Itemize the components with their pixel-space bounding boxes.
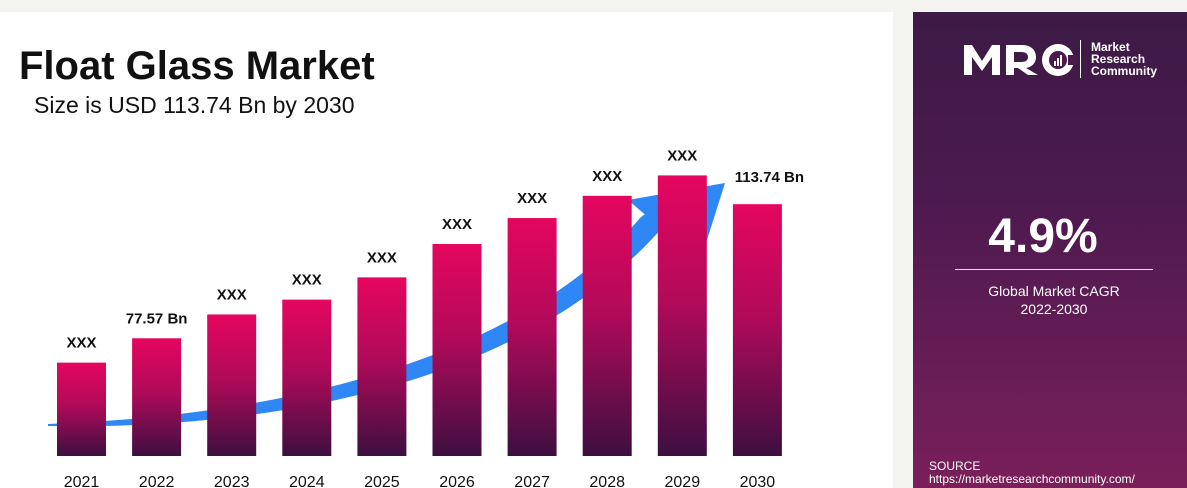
data-label-2026: XXX <box>442 216 472 233</box>
x-tick-2030: 2030 <box>740 474 776 488</box>
source-url[interactable]: https://marketresearchcommunity.com/ <box>929 472 1135 486</box>
cagr-divider <box>955 269 1153 270</box>
info-panel: Market Research Community 4.9% Global Ma… <box>913 12 1187 488</box>
bar-2023 <box>207 314 257 456</box>
chart-title: Float Glass Market <box>19 44 375 88</box>
bar-2027 <box>507 218 557 456</box>
x-tick-2027: 2027 <box>514 474 550 488</box>
data-label-2021: XXX <box>66 335 96 352</box>
data-label-2025: XXX <box>367 249 397 266</box>
data-label-2023: XXX <box>217 286 247 303</box>
x-tick-2022: 2022 <box>139 474 175 488</box>
bar-2030 <box>732 204 782 456</box>
bar-2024 <box>282 299 332 456</box>
x-tick-2028: 2028 <box>589 474 625 488</box>
bar-chart: XXX 2021 77.57 Bn 2022 XXX 2023 XXX 2024 XXX 2025… <box>48 147 804 488</box>
brand-name-line2: Research <box>1091 52 1146 66</box>
bar-2022 <box>132 338 182 456</box>
source-note: SOURCE https://marketresearchcommunity.c… <box>929 460 1135 486</box>
logo-separator <box>1080 40 1081 78</box>
bar-2025 <box>357 277 407 456</box>
data-label-2022: 77.57 Bn <box>126 310 188 327</box>
data-label-2028: XXX <box>592 168 622 185</box>
bar-2021 <box>57 362 106 456</box>
x-tick-2023: 2023 <box>214 474 250 488</box>
cagr-label-line2: 2022-2030 <box>1020 301 1088 317</box>
data-label-2027: XXX <box>517 190 547 207</box>
cagr-label-line1: Global Market CAGR <box>988 283 1120 299</box>
data-label-2029: XXX <box>667 147 697 164</box>
brand-name-line3: Community <box>1091 64 1157 78</box>
x-tick-2029: 2029 <box>665 474 701 488</box>
bar-2029 <box>657 175 707 457</box>
x-tick-2024: 2024 <box>289 474 325 488</box>
brand-name: Market Research Community <box>1091 41 1157 77</box>
x-tick-2021: 2021 <box>64 474 100 488</box>
data-label-2030: 113.74 Bn <box>735 169 804 186</box>
cagr-value: 4.9% <box>988 210 1098 263</box>
chart-subtitle: Size is USD 113.74 Bn by 2030 <box>34 92 355 118</box>
x-tick-2026: 2026 <box>439 474 475 488</box>
data-label-2024: XXX <box>292 272 322 289</box>
x-tick-2025: 2025 <box>364 474 400 488</box>
brand-logo: Market Research Community <box>960 37 1157 81</box>
bar-2026 <box>432 244 482 456</box>
cagr-label: Global Market CAGR 2022-2030 <box>953 282 1155 318</box>
bar-2028 <box>582 195 632 456</box>
source-label: SOURCE <box>929 459 981 473</box>
mrc-logo-mark <box>960 37 1078 81</box>
brand-name-line1: Market <box>1091 40 1130 54</box>
